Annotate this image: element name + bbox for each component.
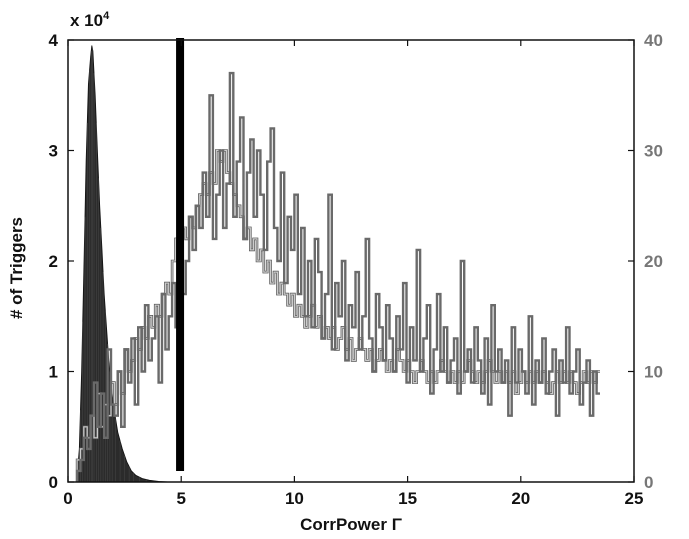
y-exponent-label: x 104 (70, 10, 110, 30)
x-tick-label: 5 (176, 489, 185, 508)
left-tick-label: 1 (49, 363, 58, 382)
left-tick-label: 2 (49, 252, 58, 271)
y-exponent: 4 (103, 10, 110, 22)
x-tick-label: 10 (285, 489, 304, 508)
x-tick-label: 15 (398, 489, 417, 508)
right-axis-ticks: 0 10 20 30 40 (628, 31, 663, 492)
x-tick-label: 20 (511, 489, 530, 508)
right-tick-label: 30 (644, 142, 663, 161)
plot-area (68, 40, 634, 482)
right-tick-label: 20 (644, 252, 663, 271)
right-tick-label: 10 (644, 363, 663, 382)
y-axis-title: # of Triggers (7, 217, 26, 319)
right-tick-label: 40 (644, 31, 663, 50)
right-tick-label: 0 (644, 473, 653, 492)
left-tick-label: 3 (49, 142, 58, 161)
series-layer (75, 45, 600, 483)
x-axis-title: CorrPower Γ (300, 515, 402, 534)
x-axis-ticks: 0 5 10 15 20 25 (63, 40, 643, 508)
x-tick-label: 0 (63, 489, 72, 508)
left-axis-ticks: 0 1 2 3 4 (49, 31, 74, 492)
x-tick-label: 25 (625, 489, 644, 508)
series-dark-histogram (76, 45, 170, 483)
series-gray-step (75, 71, 600, 482)
left-tick-label: 4 (49, 31, 59, 50)
left-tick-label: 0 (49, 473, 58, 492)
